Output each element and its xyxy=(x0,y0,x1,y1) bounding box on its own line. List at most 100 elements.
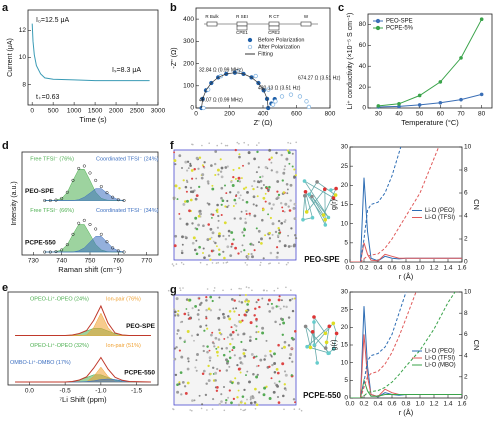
point xyxy=(459,56,463,60)
md-atom xyxy=(176,314,180,317)
cluster-atom xyxy=(305,344,309,349)
y-tick-label: 5 xyxy=(344,240,348,247)
point xyxy=(273,99,278,104)
circuit-element xyxy=(268,21,280,27)
md-atom xyxy=(224,184,226,187)
md-atom xyxy=(228,356,232,360)
cluster-atom xyxy=(307,192,312,197)
md-atom xyxy=(283,408,285,411)
md-atom xyxy=(198,245,201,249)
bond xyxy=(305,191,313,218)
md-atom xyxy=(208,356,212,360)
md-atom xyxy=(241,362,244,365)
md-atom xyxy=(255,325,258,328)
md-atom xyxy=(247,162,250,165)
md-atom xyxy=(239,217,242,220)
md-atom xyxy=(283,340,287,344)
circuit-label: R SEI xyxy=(236,14,248,19)
md-atom xyxy=(225,346,228,350)
md-atom xyxy=(191,241,195,245)
md-atom xyxy=(233,217,236,220)
cluster-atom xyxy=(323,346,328,350)
md-atom xyxy=(185,222,189,226)
md-atom xyxy=(209,227,213,231)
cluster-atom xyxy=(327,324,332,329)
md-atom xyxy=(220,175,224,179)
md-atom xyxy=(275,305,278,308)
spectrum-point xyxy=(99,184,103,189)
md-atom xyxy=(175,346,178,349)
md-atom xyxy=(218,369,221,372)
cluster-atom xyxy=(323,217,328,222)
md-atom xyxy=(197,318,200,321)
md-atom xyxy=(243,141,245,144)
y2-tick-label: 0 xyxy=(464,395,468,402)
md-atom xyxy=(192,236,196,240)
md-atom xyxy=(194,304,198,308)
md-atom xyxy=(208,359,212,362)
md-atom xyxy=(189,162,192,165)
x-tick-label: 1.4 xyxy=(443,401,452,408)
md-atom xyxy=(287,151,291,155)
legend-label: Li-O (TFSI) xyxy=(425,356,455,362)
md-atom xyxy=(206,350,209,354)
md-atom xyxy=(172,265,175,267)
md-atom xyxy=(241,244,244,247)
md-atom xyxy=(188,298,192,302)
circuit-element xyxy=(236,25,248,31)
md-atom xyxy=(220,347,224,350)
md-atom xyxy=(220,393,223,396)
bond xyxy=(333,333,337,350)
md-atom xyxy=(198,185,201,189)
md-atom xyxy=(285,157,289,161)
md-atom xyxy=(176,390,180,394)
md-atom xyxy=(276,371,280,375)
md-atom xyxy=(277,227,280,230)
md-atom xyxy=(264,166,268,169)
x-tick-label: 2000 xyxy=(109,108,124,115)
md-atom xyxy=(243,313,247,317)
md-atom xyxy=(209,372,212,375)
cn-line xyxy=(350,292,417,398)
md-atom xyxy=(172,408,174,410)
x-tick-label: 0.8 xyxy=(401,265,410,272)
md-atom xyxy=(213,290,215,292)
bond xyxy=(312,331,318,363)
legend-swatch xyxy=(375,18,381,24)
md-atom xyxy=(190,169,194,172)
md-atom xyxy=(176,383,179,387)
cluster-atom xyxy=(326,351,331,356)
md-atom xyxy=(216,144,218,147)
md-atom xyxy=(205,299,208,302)
md-atom xyxy=(225,399,228,402)
spectrum-point xyxy=(54,250,58,254)
legend-label: Fitting xyxy=(258,51,273,57)
md-atom xyxy=(267,213,270,216)
md-atom xyxy=(186,199,189,203)
cluster-atom xyxy=(302,179,307,183)
y-tick-label: 15 xyxy=(341,342,349,349)
md-atom xyxy=(254,408,257,410)
md-atom xyxy=(255,331,258,334)
md-atom xyxy=(209,237,212,240)
md-atom xyxy=(206,180,210,183)
annotation: 674.27 Ω (3.51 Hz) xyxy=(298,75,341,81)
md-atom xyxy=(282,191,286,194)
md-atom xyxy=(201,403,204,406)
md-atom xyxy=(270,377,273,380)
y2-tick-label: 8 xyxy=(464,167,468,174)
md-atom xyxy=(184,160,188,164)
md-atom xyxy=(220,213,223,217)
md-atom xyxy=(265,385,268,388)
md-atom xyxy=(293,176,296,179)
y-axis-label: Li⁺ conductivity (×10⁻⁵ S cm⁻¹) xyxy=(347,13,354,110)
md-atom xyxy=(287,234,290,237)
md-atom xyxy=(172,196,176,200)
md-atom xyxy=(198,303,202,306)
md-atom xyxy=(277,343,280,347)
md-atom xyxy=(244,402,247,405)
md-atom xyxy=(274,230,278,234)
md-atom xyxy=(179,289,182,292)
md-atom xyxy=(234,177,237,180)
md-atom xyxy=(235,195,237,198)
